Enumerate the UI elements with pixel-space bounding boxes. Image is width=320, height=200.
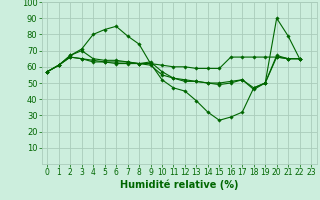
X-axis label: Humidité relative (%): Humidité relative (%)	[120, 180, 238, 190]
